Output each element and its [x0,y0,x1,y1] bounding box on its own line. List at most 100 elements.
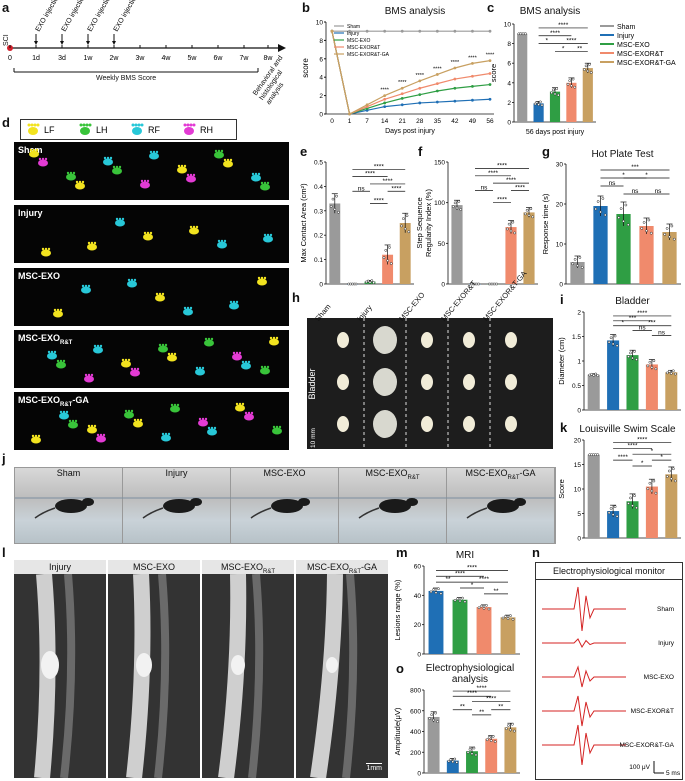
data-point [468,747,472,751]
injection-marker: EXO injection [34,0,62,45]
footprint [84,375,94,383]
footprint [103,158,113,166]
series-point [348,112,351,116]
bar [593,206,608,284]
significance-label: *** [648,320,656,327]
lesion [326,657,338,673]
y-axis-label: Max Contact Area (cm²) [299,183,308,263]
swim-photo-label: MSC-EXOR&T-GA [465,468,536,481]
data-point [615,514,619,518]
bladder-specimen [421,416,433,432]
swim-photo: Sham [15,468,123,543]
footprint [232,353,242,361]
series-point [435,29,439,33]
bar [500,617,516,654]
y-tick-label: 10 [556,242,564,249]
data-point [511,220,515,224]
series-point [453,99,457,103]
bar [607,340,620,410]
data-point [629,496,632,500]
data-point [535,101,539,104]
y-axis-label: Score [557,479,566,499]
series-point [453,86,457,90]
significance-label: **** [467,690,478,697]
bar [645,486,658,538]
mri-image: MSC-EXOR&T [202,560,294,778]
bar [466,751,478,773]
paw-legend: LF LH RF RH [20,119,237,140]
data-point [537,103,540,106]
footprint [93,346,103,354]
series-point [400,96,404,100]
ep-trace [542,638,626,649]
significance-label: **** [451,60,460,66]
timeline-tick-label: 0 [8,55,12,62]
bar [587,454,600,538]
y-tick-label: 0.3 [314,208,323,215]
series-point [348,29,351,33]
data-point [607,511,611,515]
data-point [491,735,495,738]
data-point [505,227,509,231]
footprint [260,367,270,375]
significance-label: * [471,582,474,589]
y-tick-label: 20 [556,202,564,209]
data-point [635,506,638,510]
data-point [455,761,459,764]
series-line [331,31,491,115]
data-point [511,722,514,726]
data-point [596,374,600,377]
legend-label: Injury [347,31,360,37]
significance-label: ** [445,576,451,583]
ep-scale-time: 5 ms [666,770,681,777]
spinal-cord [310,573,343,778]
footprint [251,174,261,182]
data-point [601,197,605,200]
chart-m-title: MRI [455,550,475,561]
data-point [566,82,570,86]
x-tick-label: 14 [381,118,389,125]
paw-legend-label: RF [148,125,160,135]
x-tick-label: 49 [469,118,477,125]
y-tick-label: 0.1 [314,257,323,264]
significance-label: ns [655,188,663,195]
bar [626,355,639,410]
data-point [642,221,646,224]
panel-label-k: k [560,420,568,435]
y-axis-label: Regularity Index (%) [424,189,433,257]
series-point [488,29,492,33]
data-point [635,358,638,361]
data-point [571,262,575,266]
y-tick-label: 20 [414,622,422,629]
y-tick-label: 0.4 [314,184,323,191]
footprint [112,167,122,175]
panel-label-a: a [2,0,10,15]
paw-legend-item: LF [27,123,55,135]
data-point [513,231,517,235]
data-point [487,607,491,611]
significance-label: * [562,45,565,52]
series-point [400,86,404,90]
y-tick-label: 0 [507,120,511,127]
data-point [470,752,474,756]
significance-label: **** [515,184,526,191]
data-point [631,356,634,360]
data-point [485,738,489,742]
bladder-specimen [337,332,349,348]
y-tick-label: 0 [559,282,563,289]
footprint [170,405,180,413]
data-point [668,235,671,239]
significance-label: **** [398,80,407,86]
data-point [447,759,451,763]
timeline-tick-label: 1w [84,55,94,62]
data-point [570,84,573,88]
data-point [507,222,511,226]
swim-photo-label: MSC-EXOR&T [365,468,420,481]
data-point [646,364,650,368]
data-point [513,729,516,733]
data-point [627,355,630,358]
data-point [631,504,634,508]
timeline-tick-label: 3w [136,55,146,62]
